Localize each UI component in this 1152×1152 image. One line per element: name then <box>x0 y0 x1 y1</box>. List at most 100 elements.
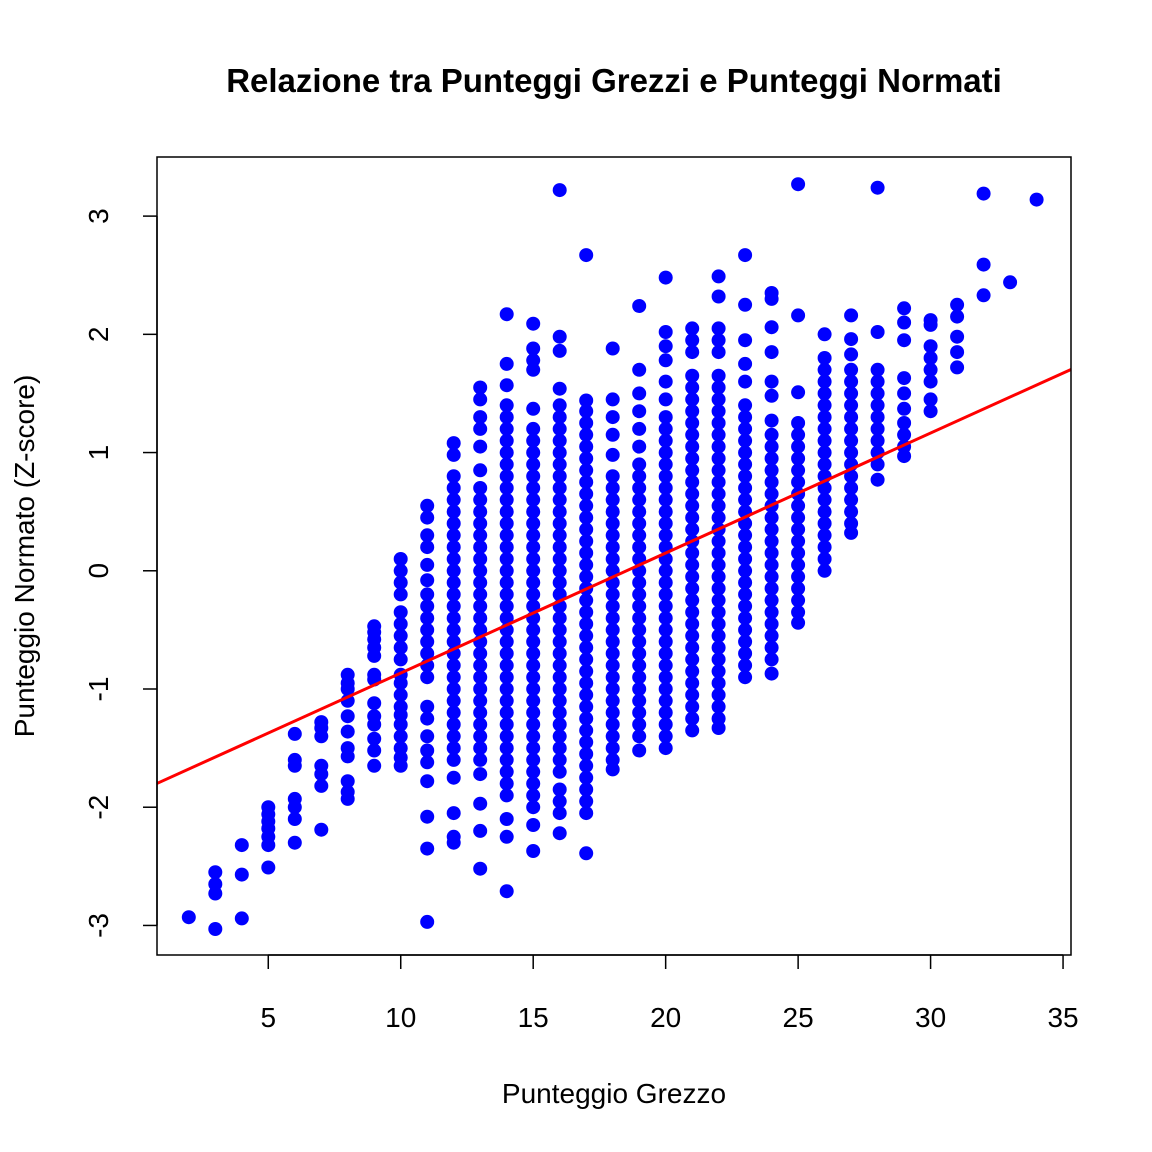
data-point <box>791 534 806 549</box>
data-point <box>632 634 647 649</box>
data-point <box>579 676 594 691</box>
data-point <box>526 670 541 685</box>
data-point <box>711 628 726 643</box>
data-point <box>632 528 647 543</box>
data-point <box>685 699 700 714</box>
data-point <box>605 634 620 649</box>
data-point <box>685 617 700 631</box>
data-point <box>579 687 594 702</box>
data-point <box>446 670 461 685</box>
data-point <box>658 599 673 614</box>
data-point <box>844 421 859 436</box>
data-point <box>1029 192 1044 207</box>
data-point <box>579 546 594 560</box>
data-point <box>817 552 832 566</box>
data-point <box>446 552 461 566</box>
data-point <box>552 433 567 448</box>
data-point <box>420 774 435 789</box>
data-point <box>526 552 541 566</box>
data-point <box>738 374 753 389</box>
data-point <box>844 481 859 495</box>
data-point <box>897 315 912 330</box>
data-point <box>711 664 726 679</box>
data-point <box>658 587 673 602</box>
data-point <box>605 658 620 673</box>
data-point <box>420 573 435 588</box>
data-point <box>552 492 567 507</box>
data-point <box>844 469 859 484</box>
data-point <box>711 510 726 525</box>
data-point <box>685 687 700 702</box>
data-point <box>632 439 647 454</box>
data-point <box>526 693 541 708</box>
data-point <box>711 392 726 407</box>
data-point <box>579 593 594 608</box>
data-point <box>526 445 541 460</box>
data-point <box>870 410 885 425</box>
data-point <box>526 504 541 519</box>
data-point <box>632 421 647 436</box>
data-point <box>632 540 647 555</box>
data-point <box>632 457 647 472</box>
data-point <box>685 404 700 419</box>
data-point <box>817 421 832 436</box>
data-point <box>658 729 673 744</box>
data-point <box>393 741 408 756</box>
data-point <box>605 410 620 425</box>
data-point <box>526 316 541 331</box>
data-point <box>738 492 753 507</box>
data-point <box>526 341 541 356</box>
data-point <box>844 410 859 425</box>
data-point <box>367 667 382 682</box>
data-point <box>738 622 753 637</box>
data-point <box>446 528 461 543</box>
data-point <box>552 528 567 543</box>
data-point <box>658 325 673 339</box>
data-point <box>632 705 647 720</box>
data-point <box>420 670 435 685</box>
data-point <box>605 392 620 407</box>
data-point <box>738 398 753 413</box>
data-point <box>473 729 488 744</box>
data-point <box>738 333 753 348</box>
data-point <box>817 398 832 413</box>
data-point <box>499 378 514 393</box>
data-point <box>711 640 726 655</box>
data-point <box>473 528 488 543</box>
data-point <box>632 404 647 419</box>
data-point <box>579 534 594 549</box>
data-point <box>605 670 620 685</box>
data-point <box>499 705 514 720</box>
data-point <box>658 374 673 389</box>
data-point <box>393 640 408 655</box>
data-point <box>446 540 461 555</box>
data-point <box>870 180 885 195</box>
data-points <box>181 177 1044 936</box>
data-point <box>632 386 647 401</box>
data-point <box>844 308 859 323</box>
data-point <box>579 463 594 478</box>
data-point <box>579 846 594 861</box>
data-point <box>473 611 488 626</box>
data-point <box>420 599 435 614</box>
data-point <box>579 393 594 408</box>
data-point <box>632 717 647 732</box>
data-point <box>526 421 541 436</box>
data-point <box>526 469 541 484</box>
data-point <box>605 729 620 744</box>
y-tick-label: 2 <box>83 327 114 343</box>
data-point <box>738 481 753 495</box>
data-point <box>711 345 726 360</box>
data-point <box>711 687 726 702</box>
data-point <box>764 451 779 466</box>
data-point <box>711 546 726 560</box>
data-point <box>605 682 620 696</box>
data-point <box>897 386 912 401</box>
data-point <box>791 593 806 608</box>
data-point <box>632 611 647 626</box>
data-point <box>181 910 196 925</box>
data-point <box>685 321 700 336</box>
data-point <box>711 652 726 667</box>
data-point <box>658 705 673 720</box>
data-point <box>526 516 541 531</box>
